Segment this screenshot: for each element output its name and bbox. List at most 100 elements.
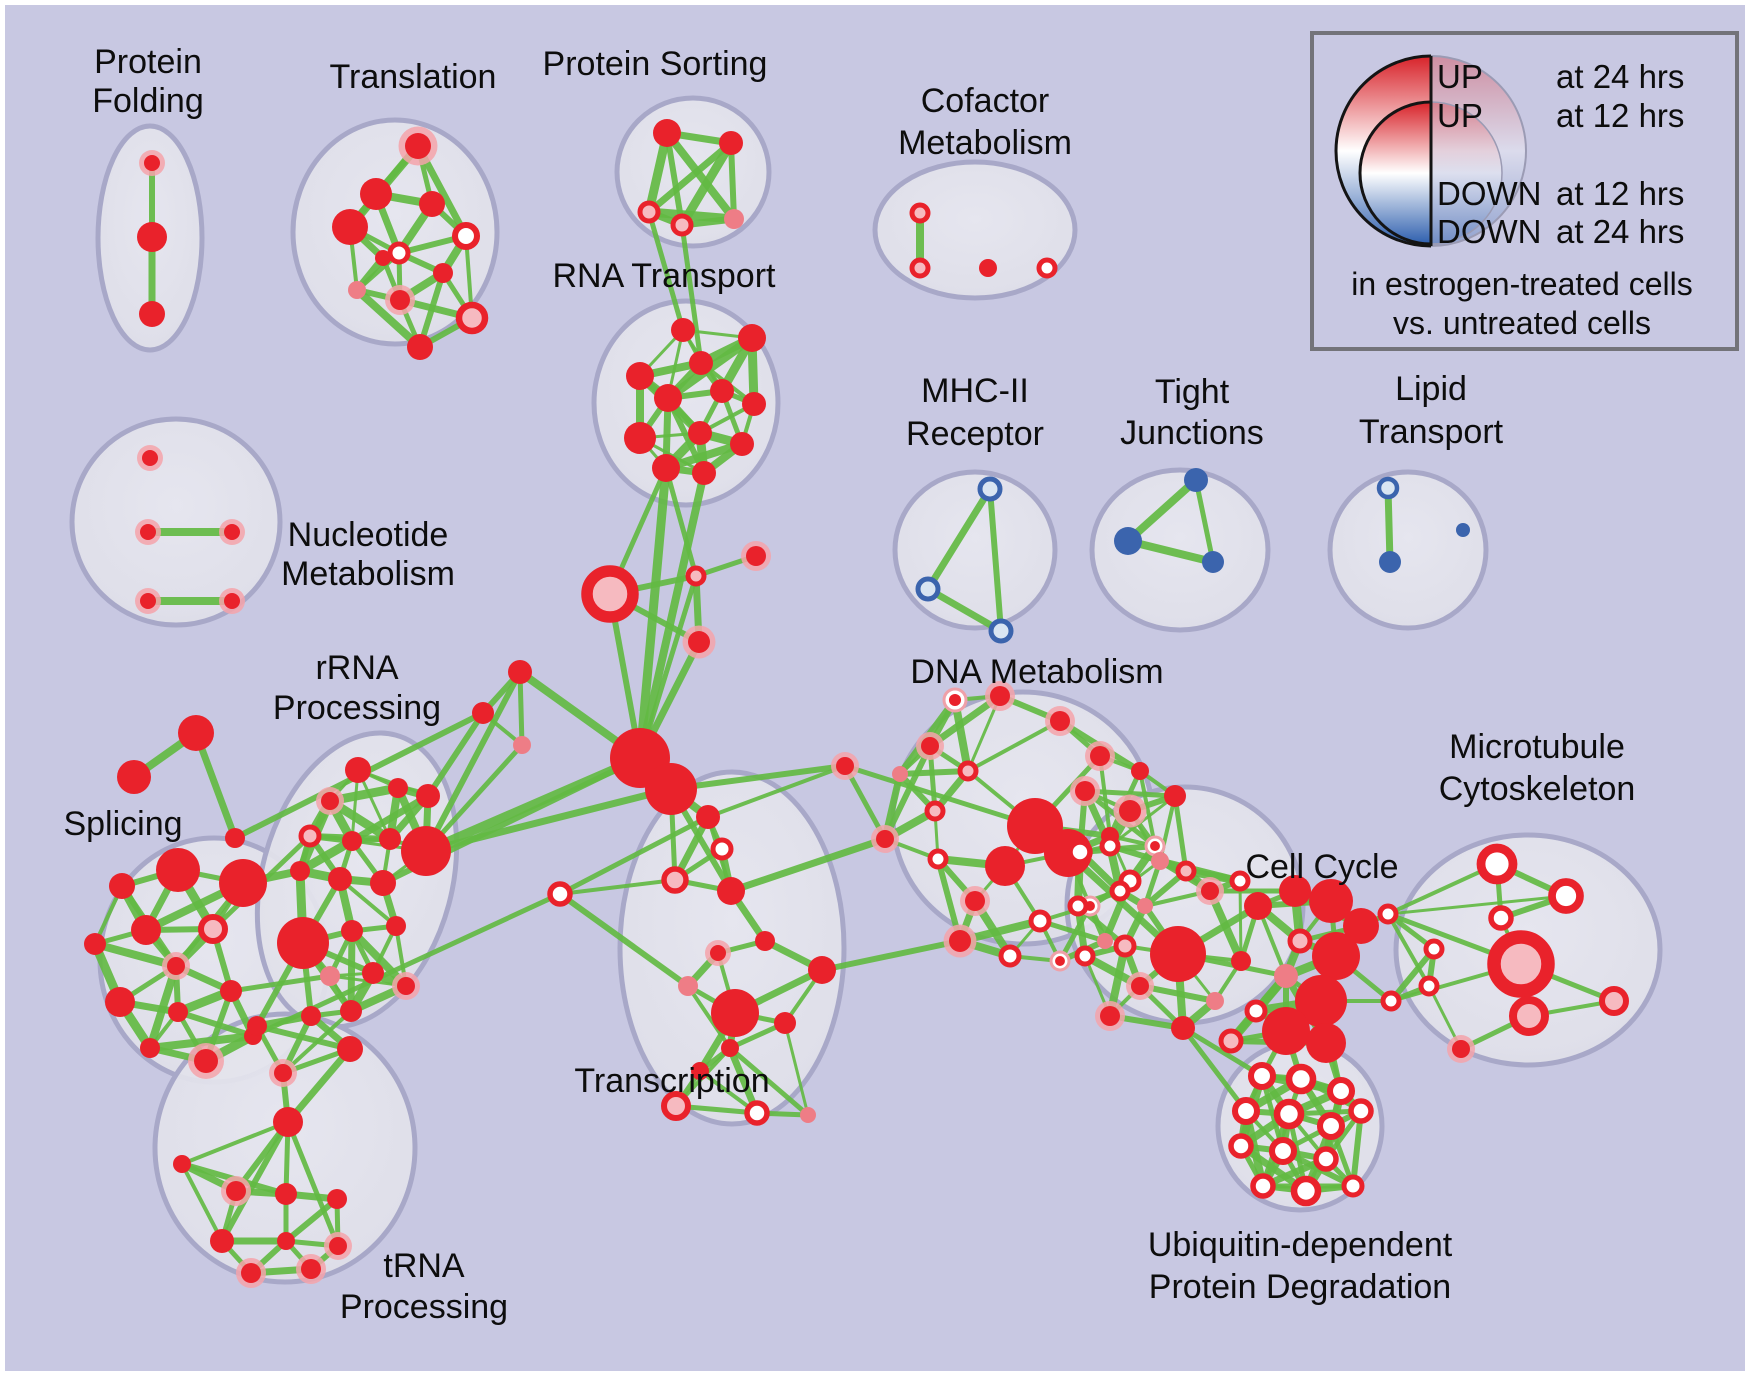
edge	[1388, 946, 1437, 1004]
node-red-core-pink-halo-dna	[949, 930, 971, 952]
node-blue-ring-light-center-mhc	[915, 576, 941, 602]
edge	[1384, 484, 1394, 566]
cluster-label-splicing: Splicing	[63, 805, 182, 843]
legend-ring-outline	[1430, 101, 1503, 245]
node-red-ring-white-center-ubiquitin	[1231, 1096, 1261, 1126]
edge	[664, 130, 685, 228]
edge	[706, 764, 847, 819]
node-red-ring-white-center-ubiquitin	[1313, 1146, 1339, 1172]
edge	[1138, 769, 1157, 848]
node-up-solid-red-protein_sorting	[719, 131, 743, 155]
node-red-core-pink-halo-trna	[301, 1259, 321, 1279]
node-red-ring-white-center-translation	[451, 221, 481, 251]
node-up-solid-red-rrna	[388, 778, 408, 798]
edge	[347, 927, 356, 1015]
node-down-blue-solid-tight	[1114, 527, 1142, 555]
node-red-core-pink-halo-nucleotide	[140, 593, 156, 609]
edge	[219, 1119, 291, 1244]
node-up-solid-red-transcription	[691, 1062, 709, 1080]
edge	[1386, 912, 1431, 988]
node-pink-solid-cellcycle	[1206, 992, 1224, 1010]
node-pink-solid-cellcycle	[1137, 898, 1153, 914]
node-red-ring-pink-center-dna	[924, 800, 946, 822]
node-red-ring-white-center-ccub	[1244, 999, 1268, 1023]
node-red-ring-white-center-dna	[998, 944, 1022, 968]
node-pink-solid-transcription	[800, 1107, 816, 1123]
edge	[180, 1162, 224, 1243]
edge	[727, 835, 889, 895]
node-up-solid-red-transcription	[774, 1012, 796, 1034]
node-red-core-pink-halo-cellcycle	[1075, 781, 1095, 801]
cluster-bubble-nucleotide	[69, 416, 283, 628]
cluster-label-cofactor: Cofactor Metabolism	[898, 82, 1072, 162]
edge	[924, 485, 994, 593]
node-up-solid-red-protein_folding	[137, 222, 167, 252]
legend-direction-1: UP	[1437, 97, 1483, 134]
cluster-bubble-mhc	[892, 469, 1058, 631]
edge	[423, 669, 523, 854]
node-down-blue-solid-lipid	[1456, 523, 1470, 537]
edge	[668, 763, 848, 792]
node-red-ring-white-center-ubiquitin	[1316, 1111, 1346, 1141]
node-up-solid-red-rrna	[386, 916, 406, 936]
node-pink-solid-dna	[892, 766, 908, 782]
node-red-core-pink-halo-splicing	[194, 1049, 218, 1073]
node-up-solid-red-ccub	[1295, 975, 1347, 1027]
node-up-solid-red-protein_sorting	[653, 119, 681, 147]
node-red-core-pink-halo-cellcycle	[1119, 800, 1141, 822]
node-up-solid-red-trna	[275, 1183, 297, 1205]
cluster-bubble-lipid	[1327, 469, 1489, 631]
node-red-core-pink-halo-nucleotide	[140, 524, 156, 540]
node-up-solid-red-transcription	[808, 956, 836, 984]
edge	[557, 891, 691, 989]
node-up-solid-red-trna	[301, 1006, 321, 1026]
node-up-solid-red-translation	[360, 178, 392, 210]
node-up-solid-red-rna_transport	[688, 421, 712, 445]
legend-time-2: at 12 hrs	[1556, 175, 1684, 212]
legend-ring-outline	[1430, 55, 1527, 247]
node-up-solid-red-transcription	[721, 1039, 739, 1057]
node-red-core-pink-halo-conn	[688, 631, 710, 653]
node-up-solid-red-splicing	[220, 980, 242, 1002]
edge	[679, 222, 704, 366]
node-red-ring-white-center-transcription	[710, 837, 734, 861]
node-up-solid-red-rna_transport	[742, 392, 766, 416]
node-up-solid-red-trna	[173, 1155, 191, 1173]
cluster-label-lipid: Lipid Transport	[1359, 370, 1504, 451]
node-white-ring-red-dot-dna	[1055, 956, 1065, 966]
node-red-core-pink-halo-translation	[405, 133, 431, 159]
node-red-ring-pink-center-microtubule	[1487, 930, 1555, 998]
node-up-solid-red-rrna	[379, 828, 401, 850]
edge	[1124, 537, 1217, 566]
node-red-ring-white-center-translation	[387, 241, 411, 265]
node-up-solid-red-splicing	[156, 848, 200, 892]
node-red-ring-white-center-dna	[1028, 909, 1052, 933]
edge	[281, 1009, 353, 1075]
edge	[882, 743, 933, 842]
node-up-solid-red-cellcycle	[1231, 951, 1251, 971]
node-red-ring-pink-center-conn	[581, 565, 639, 623]
edge	[727, 1045, 811, 1118]
edge	[284, 1045, 354, 1126]
node-red-core-pink-halo-splicing	[167, 957, 185, 975]
node-up-solid-red-rrna	[290, 861, 310, 881]
cluster-label-rrna: rRNA Processing	[273, 649, 441, 727]
node-red-ring-pink-center-translation	[455, 301, 489, 335]
network-nodes	[84, 119, 1629, 1288]
node-red-ring-white-center-cellcycle	[1099, 835, 1121, 857]
edge	[175, 1009, 256, 1039]
edge	[842, 763, 1038, 829]
edge	[254, 1023, 353, 1052]
edge	[663, 465, 699, 579]
node-up-solid-red-splicing	[109, 873, 135, 899]
cluster-label-tight: Tight Junctions	[1120, 373, 1264, 452]
node-up-solid-red-rna_transport	[624, 422, 656, 454]
node-red-core-pink-halo-dna	[876, 830, 894, 848]
node-red-core-pink-halo-cellcycle	[1201, 882, 1219, 900]
node-up-solid-red-rrna	[362, 962, 384, 984]
edge	[1386, 894, 1568, 916]
node-up-solid-red-conn	[508, 660, 532, 684]
legend-time-0: at 24 hrs	[1556, 58, 1684, 95]
node-red-ring-white-center-microtubule	[1476, 843, 1518, 885]
